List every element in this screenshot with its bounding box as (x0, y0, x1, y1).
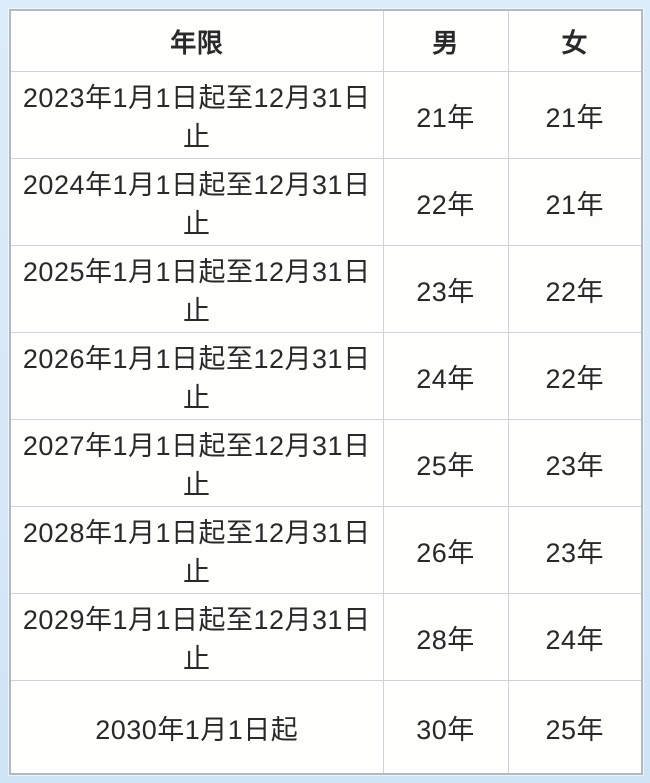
male-value-cell: 28年 (382, 593, 509, 681)
header-male: 男 (382, 9, 509, 72)
table-row: 2023年1月1日起至12月31日止 21年 21年 (9, 71, 643, 159)
female-value-cell: 23年 (507, 419, 643, 507)
female-value-cell: 23年 (507, 506, 643, 594)
male-value-cell: 26年 (382, 506, 509, 594)
period-cell: 2027年1月1日起至12月31日止 (9, 419, 384, 507)
male-value-cell: 23年 (382, 245, 509, 333)
table-row: 2024年1月1日起至12月31日止 22年 21年 (9, 158, 643, 246)
table-row: 2027年1月1日起至12月31日止 25年 23年 (9, 419, 643, 507)
table-header-row: 年限 男 女 (9, 9, 643, 72)
male-value-cell: 25年 (382, 419, 509, 507)
period-cell: 2025年1月1日起至12月31日止 (9, 245, 384, 333)
female-value-cell: 21年 (507, 158, 643, 246)
years-by-gender-table: 年限 男 女 2023年1月1日起至12月31日止 21年 21年 2024年1… (9, 9, 643, 775)
table-row: 2030年1月1日起 30年 25年 (9, 680, 643, 775)
period-cell: 2029年1月1日起至12月31日止 (9, 593, 384, 681)
table-row: 2028年1月1日起至12月31日止 26年 23年 (9, 506, 643, 594)
header-female: 女 (507, 9, 643, 72)
female-value-cell: 25年 (507, 680, 643, 775)
header-period: 年限 (9, 9, 384, 72)
period-cell: 2026年1月1日起至12月31日止 (9, 332, 384, 420)
female-value-cell: 21年 (507, 71, 643, 159)
table-row: 2029年1月1日起至12月31日止 28年 24年 (9, 593, 643, 681)
period-cell: 2028年1月1日起至12月31日止 (9, 506, 384, 594)
period-cell: 2024年1月1日起至12月31日止 (9, 158, 384, 246)
male-value-cell: 30年 (382, 680, 509, 775)
period-cell: 2030年1月1日起 (9, 680, 384, 775)
female-value-cell: 22年 (507, 332, 643, 420)
table-row: 2025年1月1日起至12月31日止 23年 22年 (9, 245, 643, 333)
female-value-cell: 24年 (507, 593, 643, 681)
male-value-cell: 21年 (382, 71, 509, 159)
table-row: 2026年1月1日起至12月31日止 24年 22年 (9, 332, 643, 420)
period-cell: 2023年1月1日起至12月31日止 (9, 71, 384, 159)
female-value-cell: 22年 (507, 245, 643, 333)
male-value-cell: 24年 (382, 332, 509, 420)
male-value-cell: 22年 (382, 158, 509, 246)
